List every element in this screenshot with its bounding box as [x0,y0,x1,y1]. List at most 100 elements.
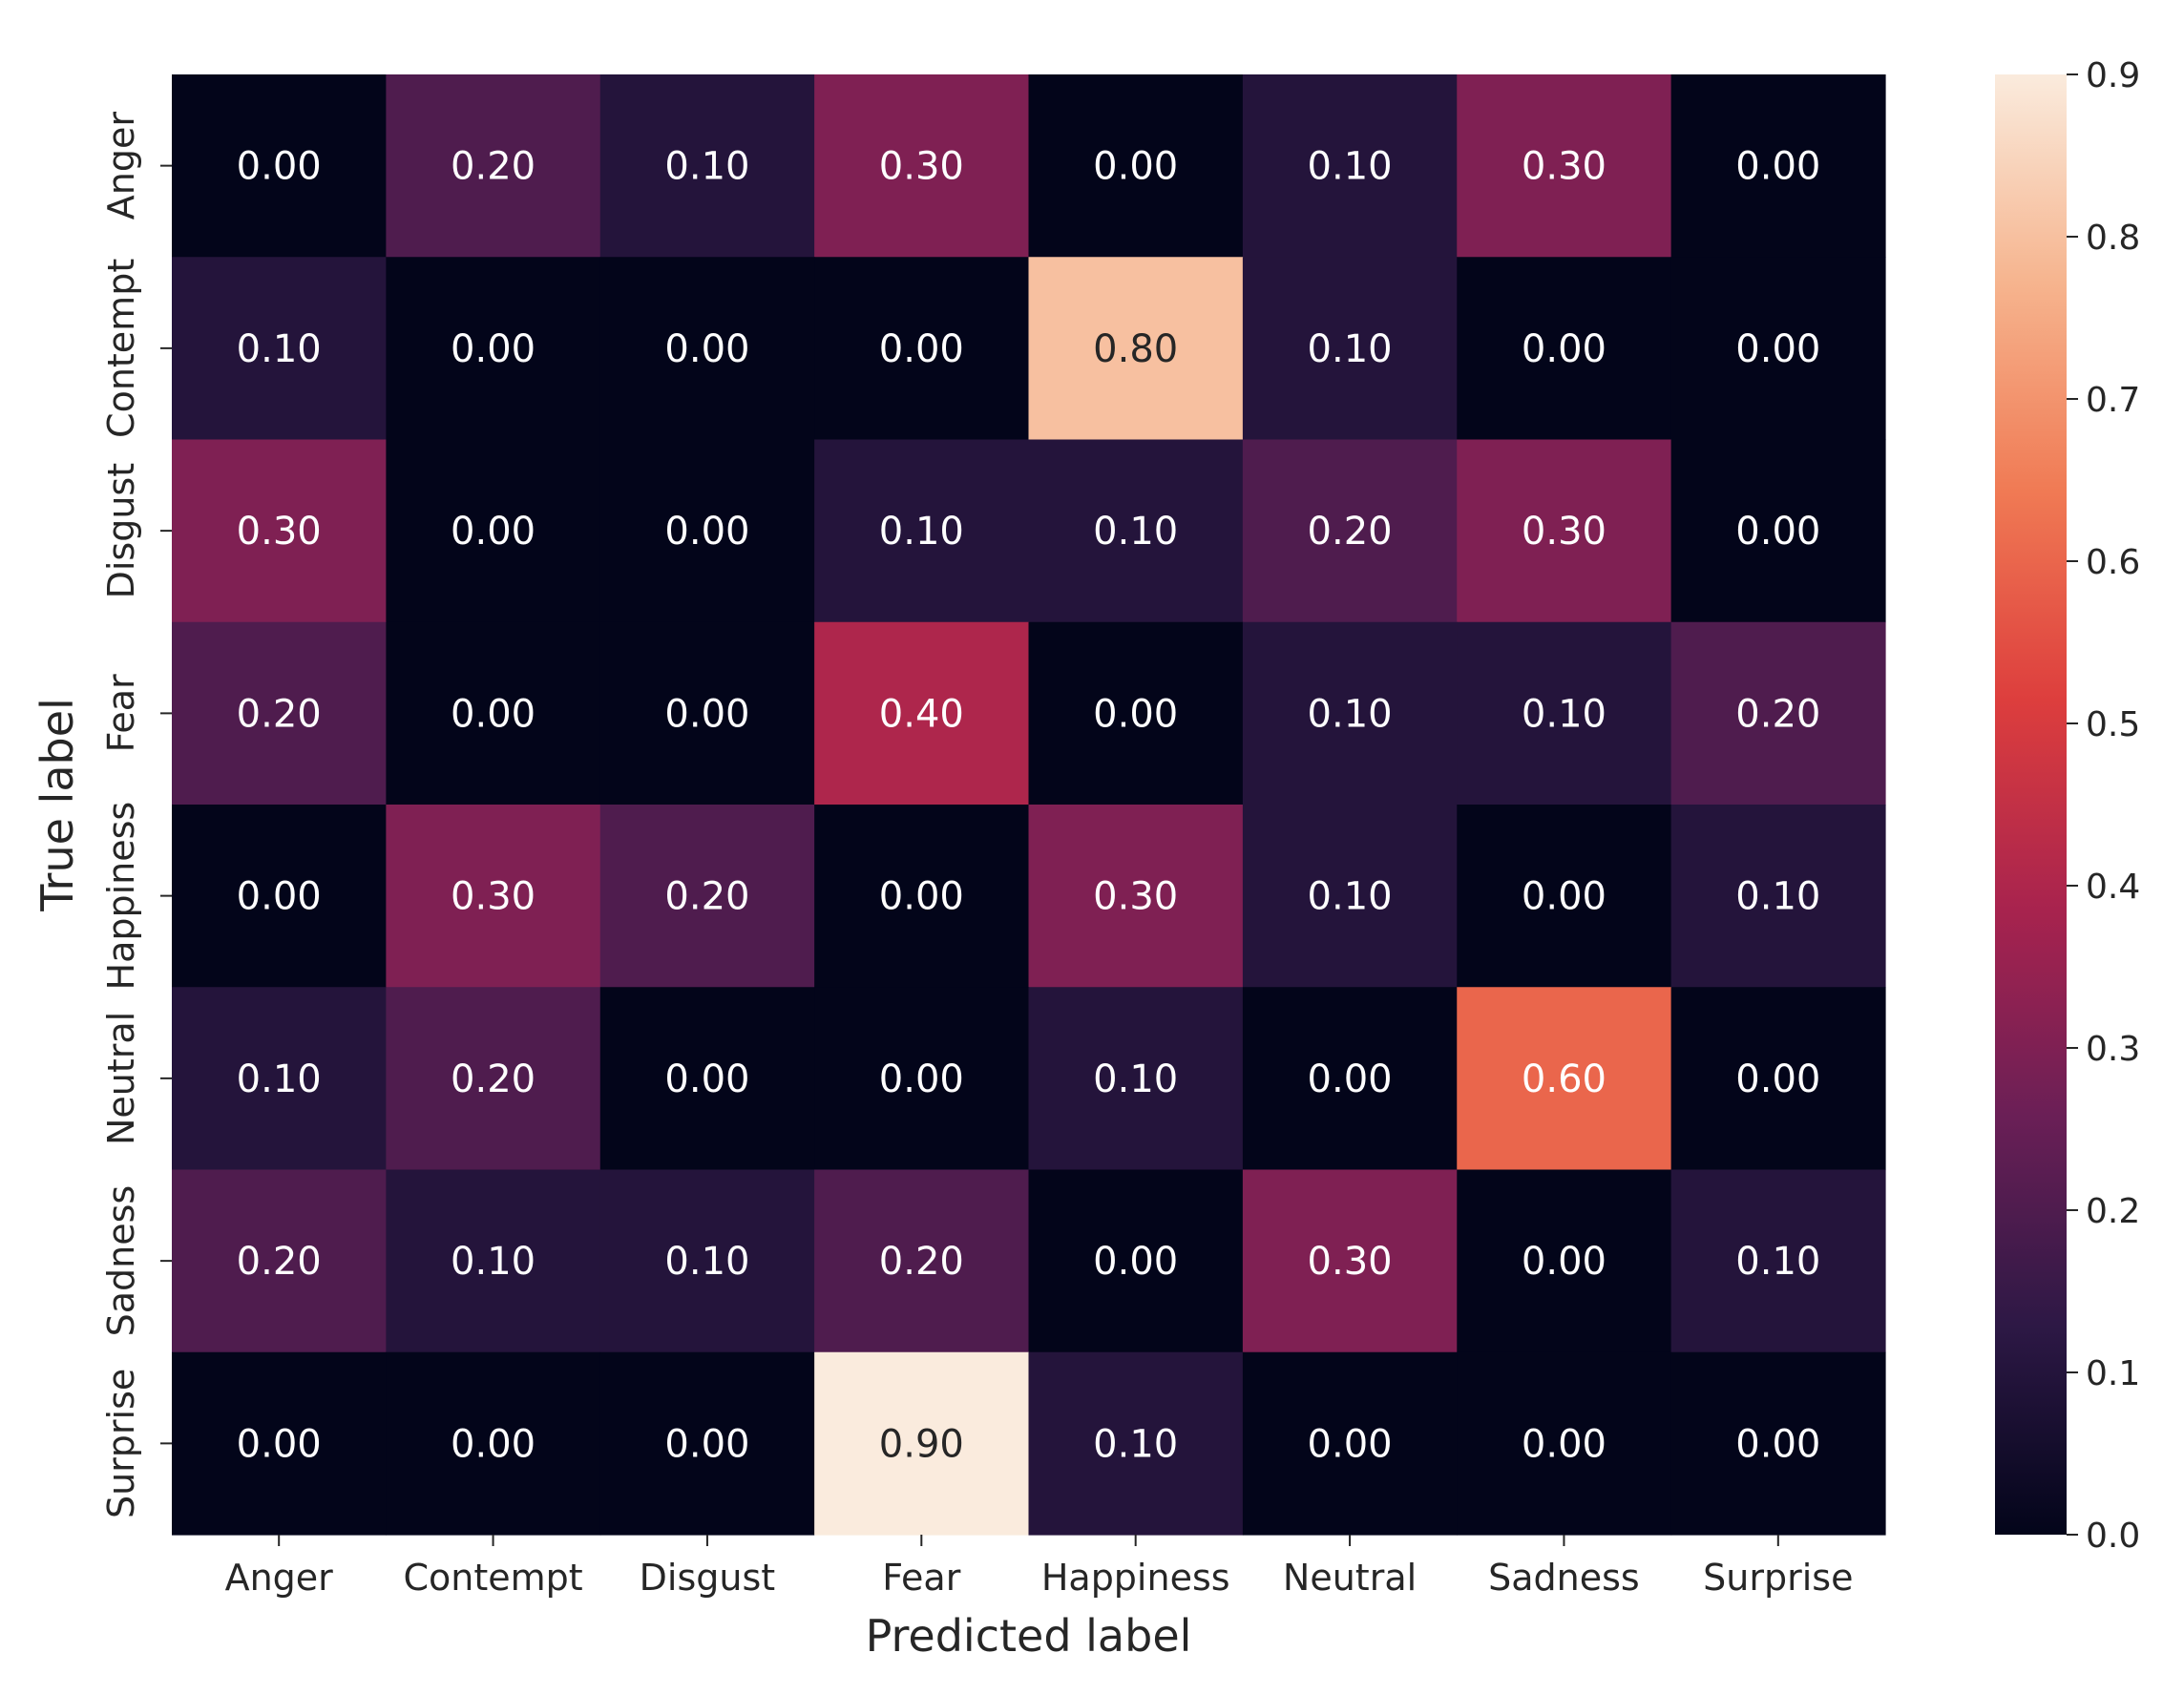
cell-value-7-2: 0.00 [664,1422,749,1466]
cell-value-4-5: 0.10 [1308,875,1393,919]
cell-value-3-7: 0.20 [1735,692,1820,736]
cell-0-7 [1670,74,1886,258]
cell-value-7-1: 0.00 [451,1422,536,1466]
x-tick-label-4: Happiness [1041,1557,1230,1599]
cell-4-1 [386,805,601,988]
cell-value-3-6: 0.10 [1522,692,1606,736]
cell-2-6 [1457,439,1672,623]
cell-7-5 [1242,1351,1458,1536]
y-tick-label-7: Surprise [100,1369,142,1518]
cell-3-4 [1028,621,1244,806]
cell-value-0-7: 0.00 [1735,145,1820,189]
x-tick-label-0: Anger [225,1557,334,1599]
cell-value-4-0: 0.00 [237,875,322,919]
cell-value-0-3: 0.30 [879,145,964,189]
cell-value-2-5: 0.20 [1308,510,1393,554]
y-axis: Anger Contempt Disgust Fear Happiness Neutral… [100,112,172,1518]
cell-2-4 [1028,439,1244,623]
cell-value-6-3: 0.20 [879,1240,964,1284]
cell-value-2-3: 0.10 [879,510,964,554]
cell-value-7-3: 0.90 [879,1422,964,1466]
cell-value-5-3: 0.00 [879,1057,964,1101]
cell-value-7-6: 0.00 [1522,1422,1606,1466]
cell-value-4-1: 0.30 [451,875,536,919]
cell-7-1 [386,1351,601,1536]
cell-value-6-2: 0.10 [664,1240,749,1284]
cell-4-0 [172,805,387,988]
cell-value-0-2: 0.10 [664,145,749,189]
cell-3-2 [599,621,815,806]
y-tick-label-3: Fear [100,674,142,752]
cell-4-5 [1242,805,1458,988]
cell-5-0 [172,987,387,1171]
cell-value-6-0: 0.20 [237,1240,322,1284]
cell-value-7-5: 0.00 [1308,1422,1393,1466]
cell-3-0 [172,621,387,806]
y-tick-label-5: Neutral [100,1012,142,1145]
cell-0-4 [1028,74,1244,258]
cell-value-1-5: 0.10 [1308,327,1393,371]
cell-value-5-2: 0.00 [664,1057,749,1101]
cell-value-5-6: 0.60 [1522,1057,1606,1101]
cell-7-2 [599,1351,815,1536]
cell-value-2-6: 0.30 [1522,510,1606,554]
cell-value-5-0: 0.10 [237,1057,322,1101]
cell-2-3 [814,439,1030,623]
colorbar-tick-label-2: 0.2 [2086,1192,2140,1231]
cell-7-0 [172,1351,387,1536]
cell-1-4 [1028,257,1244,441]
cell-value-5-1: 0.20 [451,1057,536,1101]
cell-value-7-7: 0.00 [1735,1422,1820,1466]
cell-value-2-2: 0.00 [664,510,749,554]
cell-2-0 [172,439,387,623]
cell-value-4-3: 0.00 [879,875,964,919]
y-tick-label-0: Anger [100,112,142,220]
cell-value-1-1: 0.00 [451,327,536,371]
cell-2-5 [1242,439,1458,623]
cell-7-4 [1028,1351,1244,1536]
cell-6-6 [1457,1169,1672,1353]
colorbar-tick-label-8: 0.8 [2086,219,2140,258]
cell-4-7 [1670,805,1886,988]
cell-value-7-0: 0.00 [237,1422,322,1466]
cell-0-1 [386,74,601,258]
cell-6-0 [172,1169,387,1353]
cell-2-2 [599,439,815,623]
cell-1-0 [172,257,387,441]
cell-0-2 [599,74,815,258]
x-axis-title: Predicted label [866,1610,1192,1662]
cell-4-6 [1457,805,1672,988]
cell-value-3-4: 0.00 [1093,692,1178,736]
colorbar-tick-label-7: 0.7 [2086,381,2140,420]
cell-value-4-6: 0.00 [1522,875,1606,919]
colorbar-gradient [1995,74,2067,1535]
cell-value-6-6: 0.00 [1522,1240,1606,1284]
cell-6-1 [386,1169,601,1353]
y-tick-label-4: Happiness [100,802,142,991]
cell-4-4 [1028,805,1244,988]
cell-6-4 [1028,1169,1244,1353]
cell-value-3-3: 0.40 [879,692,964,736]
cell-6-3 [814,1169,1030,1353]
cell-5-4 [1028,987,1244,1171]
cell-value-0-1: 0.20 [451,145,536,189]
x-tick-label-2: Disgust [640,1557,776,1599]
cell-value-6-4: 0.00 [1093,1240,1178,1284]
cell-5-1 [386,987,601,1171]
colorbar-tick-label-0: 0.0 [2086,1517,2140,1556]
cell-2-1 [386,439,601,623]
cell-value-7-4: 0.10 [1093,1422,1178,1466]
cell-5-3 [814,987,1030,1171]
cell-value-1-3: 0.00 [879,327,964,371]
cell-value-4-7: 0.10 [1735,875,1820,919]
colorbar-tick-label-3: 0.3 [2086,1030,2140,1069]
cell-7-3 [814,1351,1030,1536]
x-tick-label-1: Contempt [403,1557,582,1599]
cell-value-3-2: 0.00 [664,692,749,736]
cell-4-3 [814,805,1030,988]
colorbar: 0.0 0.1 0.2 0.3 0.4 0.5 0.6 0.7 0.8 0.9 [1995,56,2140,1556]
cell-0-5 [1242,74,1458,258]
y-tick-label-2: Disgust [100,463,142,599]
colorbar-tick-label-4: 0.4 [2086,868,2140,907]
cell-value-4-2: 0.20 [664,875,749,919]
